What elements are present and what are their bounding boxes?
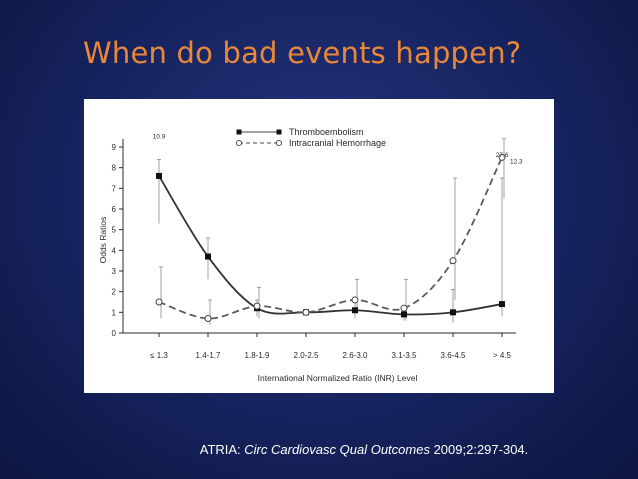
data-point-intracranial-hemorrhage	[204, 315, 212, 323]
chart-axes: 0 1 2 3 4 5 6 7 8 9 ≤ 1.3 1.4-1.7 1.8-1.9 2.0-2.5 2.6-…	[98, 139, 516, 383]
slide-title: When do bad events happen?	[83, 36, 522, 70]
chart-panel: 0 1 2 3 4 5 6 7 8 9 ≤ 1.3 1.4-1.7 1.8-1.9 2.0-2.5 2.6-…	[84, 99, 554, 393]
data-point-intracranial-hemorrhage	[498, 153, 506, 161]
data-point-thromboembolism	[401, 311, 407, 318]
data-point-intracranial-hemorrhage	[351, 296, 359, 304]
citation-journal: Circ Cardiovasc Qual Outcomes	[244, 442, 430, 457]
data-point-intracranial-hemorrhage	[155, 298, 163, 306]
confidence-intervals	[157, 138, 506, 325]
citation-details: 2009;2:297-304.	[429, 442, 529, 457]
data-point-intracranial-hemorrhage	[253, 302, 261, 310]
data-point-thromboembolism	[499, 301, 505, 308]
y-tick-label: 4	[112, 246, 117, 255]
legend-marker-square	[276, 129, 282, 135]
x-axis-label: International Normalized Ratio (INR) Lev…	[258, 373, 418, 383]
x-tick-label: > 4.5	[493, 351, 512, 360]
y-tick-label: 9	[112, 143, 117, 152]
series-line-thromboembolism	[158, 175, 503, 316]
x-tick-label: 2.0-2.5	[294, 351, 319, 360]
annotation-label: 12.3	[510, 158, 523, 165]
y-tick-label: 0	[112, 329, 117, 338]
x-tick-label: ≤ 1.3	[150, 351, 168, 360]
y-tick-label: 7	[112, 184, 117, 193]
legend-marker-circle	[275, 139, 283, 147]
x-tick-label: 1.8-1.9	[245, 351, 270, 360]
annotation-label: 27.6	[496, 152, 509, 159]
series-line-intracranial-hemorrhage	[158, 156, 503, 320]
odds-ratio-chart: 0 1 2 3 4 5 6 7 8 9 ≤ 1.3 1.4-1.7 1.8-1.9 2.0-2.5 2.6-…	[98, 127, 523, 383]
series-lines	[158, 156, 503, 320]
legend-label: Thromboembolism	[289, 127, 364, 137]
data-point-thromboembolism	[205, 253, 211, 260]
x-tick-label: 3.1-3.5	[392, 351, 417, 360]
y-tick-label: 6	[112, 205, 117, 214]
data-point-thromboembolism	[450, 309, 456, 316]
y-tick-label: 3	[112, 267, 117, 276]
y-tick-label: 1	[112, 308, 117, 317]
legend-marker-square	[236, 129, 242, 135]
citation: ATRIA: Circ Cardiovasc Qual Outcomes 200…	[0, 442, 638, 457]
x-tick-label: 2.6-3.0	[343, 351, 368, 360]
y-axis-label: Odds Ratios	[98, 217, 108, 264]
data-point-intracranial-hemorrhage	[449, 257, 457, 265]
x-tick-label: 3.6-4.5	[441, 351, 466, 360]
data-point-intracranial-hemorrhage	[400, 304, 408, 312]
y-tick-label: 5	[112, 226, 117, 235]
data-point-thromboembolism	[156, 172, 162, 179]
annotation-label: 10.9	[153, 133, 166, 140]
y-tick-label: 8	[112, 164, 117, 173]
y-tick-label: 2	[112, 288, 117, 297]
legend-marker-circle	[235, 139, 243, 147]
series-markers	[155, 153, 506, 323]
data-point-thromboembolism	[352, 307, 358, 314]
legend-label: Intracranial Hemorrhage	[289, 138, 386, 148]
data-point-intracranial-hemorrhage	[302, 308, 310, 316]
citation-prefix: ATRIA:	[199, 442, 245, 457]
x-tick-label: 1.4-1.7	[196, 351, 221, 360]
chart-labels: 10.9 27.612.3	[153, 133, 523, 165]
